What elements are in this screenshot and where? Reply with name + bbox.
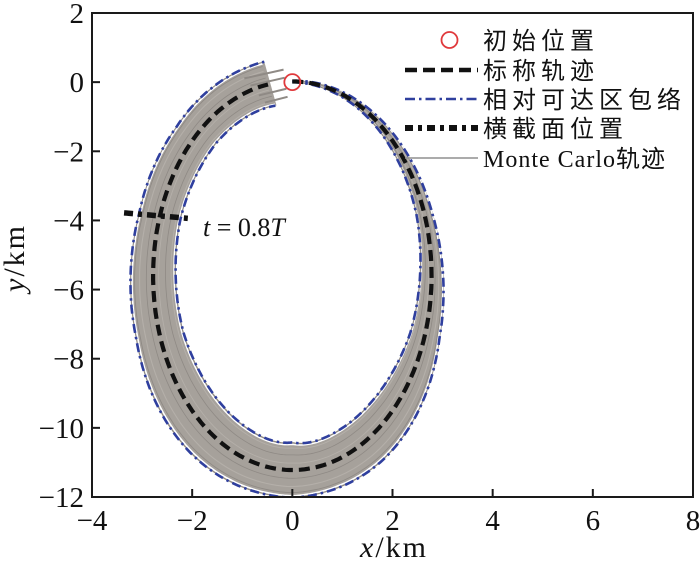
inner-envelope	[174, 80, 422, 445]
legend-item: 横截面位置	[405, 116, 628, 143]
reachable-band	[129, 60, 445, 496]
legend-label: Monte Carlo轨迹	[483, 146, 666, 173]
x-tick-label: 0	[285, 505, 300, 537]
legend-item: 标称轨迹	[405, 58, 599, 85]
plot-overlays	[123, 73, 302, 222]
x-tick-label: 2	[385, 505, 400, 537]
y-tick-label: −2	[53, 136, 84, 168]
y-tick-label: 2	[70, 0, 85, 30]
y-axis-label: y/km	[0, 224, 31, 295]
tick-labels: −4 −2 0 2 4 6 8 2 0 −2 −4 −6 −8 −10 −12	[39, 0, 700, 537]
legend-open-circle-marker	[440, 31, 459, 49]
monte-carlo-trajectory-end	[244, 68, 284, 80]
y-tick-label: −8	[53, 344, 84, 376]
monte-carlo-streak	[165, 81, 426, 456]
y-tick-label: −4	[53, 205, 84, 237]
legend-item: 初始位置	[440, 28, 599, 55]
y-tick-label: −10	[39, 413, 84, 445]
x-tick-label: −4	[77, 505, 108, 537]
y-tick-label: −6	[53, 275, 84, 307]
monte-carlo-streak	[170, 81, 424, 449]
cross-section-annotation: t = 0.8T	[203, 213, 286, 242]
x-tick-label: 4	[485, 505, 500, 537]
legend-label: 初始位置	[483, 28, 599, 55]
legend-label: 横截面位置	[483, 116, 628, 143]
y-tick-label: 0	[70, 67, 85, 99]
x-axis-label: x/km	[359, 531, 428, 564]
monte-carlo-streak	[139, 70, 440, 488]
monte-carlo-trajectory-end	[258, 87, 287, 97]
nominal-trajectory	[151, 79, 434, 473]
x-tick-label: −2	[177, 505, 208, 537]
axis-ticks	[91, 12, 694, 498]
legend-label: 标称轨迹	[483, 58, 599, 85]
monte-carlo-trajectory-end	[264, 95, 288, 104]
y-tick-label: −12	[39, 482, 84, 514]
legend-label: 相对可达区包络	[483, 87, 686, 114]
initial-position-marker	[283, 73, 302, 92]
x-tick-label: 6	[586, 505, 601, 537]
legend-item: 相对可达区包络	[405, 87, 686, 114]
monte-carlo-trajectory-end	[250, 76, 285, 87]
x-tick-label: 8	[686, 505, 700, 537]
outer-envelope	[129, 60, 445, 496]
legend-item: Monte Carlo轨迹	[405, 146, 666, 173]
